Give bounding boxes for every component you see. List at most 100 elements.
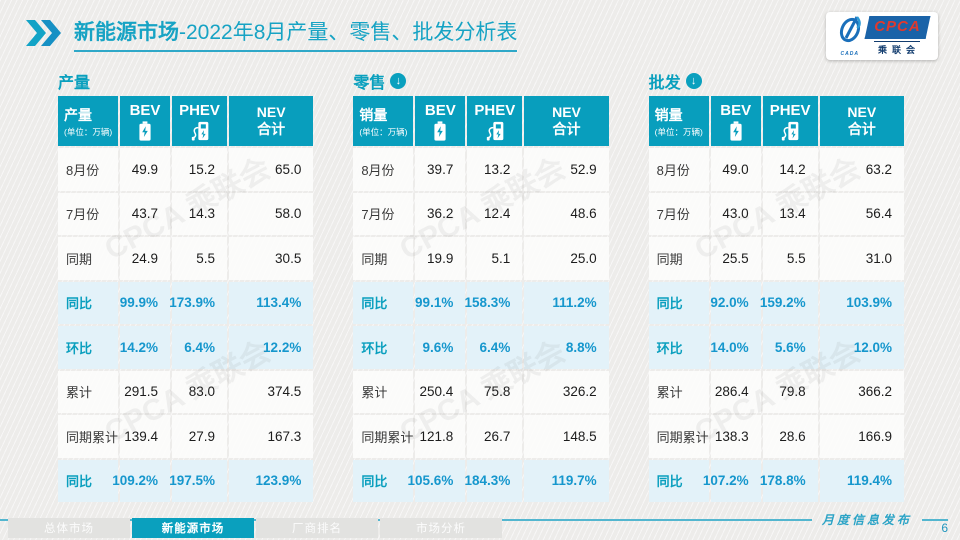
row-label: 环比: [353, 326, 414, 369]
table-panel: 产量 ↓ 产量 (单位：万辆) BEV PHEV: [58, 66, 314, 502]
publication-label: 月度信息发布: [821, 513, 912, 527]
down-arrow-icon: ↓: [685, 73, 702, 89]
table-cell: 111.2%: [524, 281, 609, 324]
table-cell: 107.2%: [703, 459, 761, 502]
corner-label: 销量: [654, 106, 683, 123]
table-corner-cell: 销量 (单位：万辆): [648, 96, 709, 146]
table-cell: 14.0%: [710, 326, 761, 369]
corner-unit: (单位：万辆): [654, 126, 703, 137]
table-cell: 14.2%: [120, 326, 170, 369]
row-label: 同比: [353, 281, 414, 324]
table-cell: 123.9%: [229, 459, 314, 502]
battery-icon: [137, 120, 153, 141]
table-cell: 6.4%: [467, 326, 523, 369]
table-cell: 52.9: [524, 148, 609, 191]
row-label: 同期: [58, 237, 118, 280]
table-cell: 6.4%: [172, 326, 227, 369]
footer-tab-市场分析[interactable]: 市场分析: [380, 518, 502, 538]
row-label: 同期累计: [58, 415, 118, 458]
table-corner-cell: 产量 (单位：万辆): [58, 96, 118, 146]
table-cell: 5.5: [172, 237, 227, 280]
table-cell: 56.4: [819, 192, 904, 235]
row-label: 累计: [648, 370, 709, 413]
table-cell: 121.8: [415, 415, 466, 458]
column-header-nev: NEV 合计: [229, 96, 314, 146]
table-cell: 25.5: [710, 237, 761, 280]
corner-unit: (单位：万辆): [359, 126, 408, 137]
column-header-bev: BEV: [120, 96, 170, 146]
page-title-keyword: 新能源市场: [74, 21, 179, 44]
column-header-bev: BEV: [710, 96, 761, 146]
table-cell: 43.0: [710, 192, 761, 235]
table-cell: 326.2: [524, 370, 609, 413]
table-cell: 19.9: [415, 237, 466, 280]
table-cell: 178.8%: [760, 459, 818, 502]
table-cell: 31.0: [819, 237, 904, 280]
table-panel: 批发 ↓ 销量 (单位：万辆) BEV PHEV: [648, 66, 904, 502]
table-cell: 119.4%: [819, 459, 904, 502]
table-cell: 65.0: [229, 148, 314, 191]
table-cell: 14.3: [172, 192, 227, 235]
row-label: 同比: [648, 281, 709, 324]
slide-header: 新能源市场-2022年8月产量、零售、批发分析表: [26, 16, 518, 52]
table-cell: 5.1: [467, 237, 523, 280]
footer-tabs: 总体市场 新能源市场 厂商排名 市场分析: [8, 518, 502, 538]
table-cell: 148.5: [524, 415, 609, 458]
row-label: 同期累计: [648, 415, 709, 458]
footer-tab-厂商排名[interactable]: 厂商排名: [256, 518, 378, 538]
row-label: 同比: [58, 281, 118, 324]
table-cell: 103.9%: [819, 281, 904, 324]
row-label: 同比: [58, 459, 118, 502]
table-cell: 43.7: [120, 192, 170, 235]
row-label: 同期: [648, 237, 709, 280]
corner-label: 销量: [359, 106, 388, 123]
table-cell: 12.0%: [819, 326, 904, 369]
table-cell: 13.4: [762, 192, 818, 235]
table-cell: 105.6%: [408, 459, 466, 502]
column-header-nev: NEV 合计: [819, 96, 904, 146]
row-label: 7月份: [58, 192, 118, 235]
table-cell: 39.7: [415, 148, 466, 191]
table-cell: 24.9: [120, 237, 170, 280]
table-cell: 184.3%: [465, 459, 523, 502]
table-corner-cell: 销量 (单位：万辆): [353, 96, 414, 146]
table-cell: 48.6: [524, 192, 609, 235]
table-cell: 286.4: [710, 370, 761, 413]
double-chevron-icon: [26, 20, 64, 51]
column-header-nev: NEV 合计: [524, 96, 609, 146]
row-label: 7月份: [648, 192, 709, 235]
table-cell: 28.6: [762, 415, 818, 458]
table-cell: 9.6%: [415, 326, 466, 369]
section-title: 产量: [58, 75, 91, 92]
table-cell: 139.4: [120, 415, 170, 458]
table-cell: 119.7%: [524, 459, 609, 502]
table-cell: 113.4%: [229, 281, 314, 324]
row-label: 同比: [648, 459, 709, 502]
table-cell: 173.9%: [169, 281, 227, 324]
logo-chinese: 乘联会: [873, 41, 920, 56]
corner-unit: (单位：万辆): [64, 126, 113, 137]
column-header-phev: PHEV: [762, 96, 818, 146]
table-cell: 58.0: [229, 192, 314, 235]
table-cell: 5.6%: [762, 326, 818, 369]
footer-tab-新能源市场[interactable]: 新能源市场: [132, 518, 254, 538]
table-cell: 109.2%: [112, 459, 170, 502]
table-cell: 250.4: [415, 370, 466, 413]
table-cell: 166.9: [819, 415, 904, 458]
table-cell: 366.2: [819, 370, 904, 413]
row-label: 环比: [58, 326, 118, 369]
cpca-swoosh-icon: [837, 15, 863, 51]
charger-icon: [485, 121, 505, 141]
table-cell: 75.8: [467, 370, 523, 413]
row-label: 环比: [648, 326, 709, 369]
table-cell: 99.9%: [120, 281, 170, 324]
table-panel: 零售 ↓ 销量 (单位：万辆) BEV PHEV: [353, 66, 609, 502]
row-label: 8月份: [648, 148, 709, 191]
column-header-phev: PHEV: [467, 96, 523, 146]
footer-tab-总体市场[interactable]: 总体市场: [8, 518, 130, 538]
table-cell: 92.0%: [710, 281, 761, 324]
table-cell: 13.2: [467, 148, 523, 191]
table-cell: 99.1%: [415, 281, 466, 324]
page-number: 6: [941, 521, 948, 535]
row-label: 7月份: [353, 192, 414, 235]
